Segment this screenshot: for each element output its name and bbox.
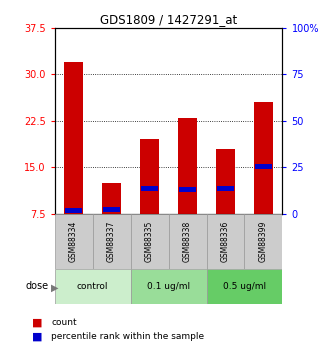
Text: percentile rank within the sample: percentile rank within the sample bbox=[51, 332, 204, 341]
Bar bbox=[206, 214, 245, 269]
Text: GSM88335: GSM88335 bbox=[145, 221, 154, 262]
Bar bbox=[169, 214, 206, 269]
Bar bbox=[55, 269, 131, 304]
Text: GSM88337: GSM88337 bbox=[107, 221, 116, 262]
Title: GDS1809 / 1427291_at: GDS1809 / 1427291_at bbox=[100, 13, 237, 27]
Text: ■: ■ bbox=[32, 332, 43, 341]
Text: count: count bbox=[51, 318, 77, 327]
Bar bbox=[55, 214, 92, 269]
Bar bbox=[245, 214, 282, 269]
Text: GSM88334: GSM88334 bbox=[69, 221, 78, 262]
Bar bbox=[254, 102, 273, 214]
Bar bbox=[102, 183, 121, 214]
Text: control: control bbox=[77, 282, 108, 291]
Bar bbox=[178, 118, 197, 214]
Text: 0.1 ug/ml: 0.1 ug/ml bbox=[147, 282, 190, 291]
Bar bbox=[206, 269, 282, 304]
Bar bbox=[64, 62, 83, 214]
Text: ▶: ▶ bbox=[51, 283, 59, 292]
Bar bbox=[92, 214, 131, 269]
Bar bbox=[140, 139, 159, 214]
Text: GSM88338: GSM88338 bbox=[183, 221, 192, 262]
Text: 0.5 ug/ml: 0.5 ug/ml bbox=[223, 282, 266, 291]
Bar bbox=[65, 208, 82, 213]
Text: GSM88336: GSM88336 bbox=[221, 221, 230, 262]
Bar bbox=[142, 186, 158, 191]
Bar bbox=[103, 207, 120, 212]
Bar bbox=[131, 269, 206, 304]
Text: GSM88399: GSM88399 bbox=[259, 221, 268, 262]
Text: ■: ■ bbox=[32, 318, 43, 327]
Bar bbox=[179, 187, 195, 192]
Bar bbox=[216, 149, 235, 214]
Bar bbox=[131, 214, 169, 269]
Bar bbox=[217, 186, 234, 191]
Text: dose: dose bbox=[25, 282, 48, 291]
Bar bbox=[256, 164, 272, 169]
